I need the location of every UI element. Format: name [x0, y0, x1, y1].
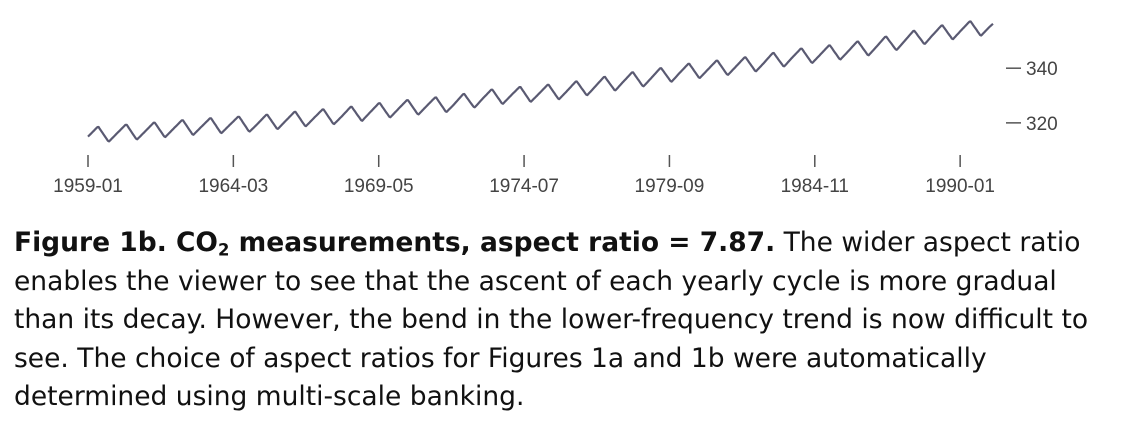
x-tick-label: 1969-05 — [344, 176, 414, 197]
caption-body: The wider aspect ratio enables the viewe… — [14, 227, 1089, 412]
caption-label-suffix: measurements, aspect ratio = 7.87. — [229, 227, 776, 258]
figure-caption: Figure 1b. CO2 measurements, aspect rati… — [14, 224, 1124, 417]
co2-series-line — [87, 20, 994, 143]
chart-marks: 1959-01 1964-03 1969-05 1974-07 1979-09 1984-… — [53, 20, 1058, 197]
x-tick-label: 1964-03 — [198, 176, 268, 197]
co2-line-chart: 1959-01 1964-03 1969-05 1974-07 1979-09 1984-… — [53, 20, 1058, 197]
x-tick-label: 1979-09 — [635, 176, 705, 197]
y-tick-label: 340 — [1026, 59, 1058, 80]
x-tick-label: 1990-01 — [925, 176, 995, 197]
x-tick-label: 1974-07 — [489, 176, 559, 197]
x-tick-label: 1959-01 — [53, 176, 123, 197]
x-tick-label: 1984-11 — [781, 176, 849, 197]
caption-label-prefix: Figure 1b. CO — [14, 227, 218, 258]
caption-label: Figure 1b. CO2 measurements, aspect rati… — [14, 227, 775, 258]
y-tick-label: 320 — [1026, 114, 1058, 135]
caption-label-subscript: 2 — [217, 240, 230, 260]
